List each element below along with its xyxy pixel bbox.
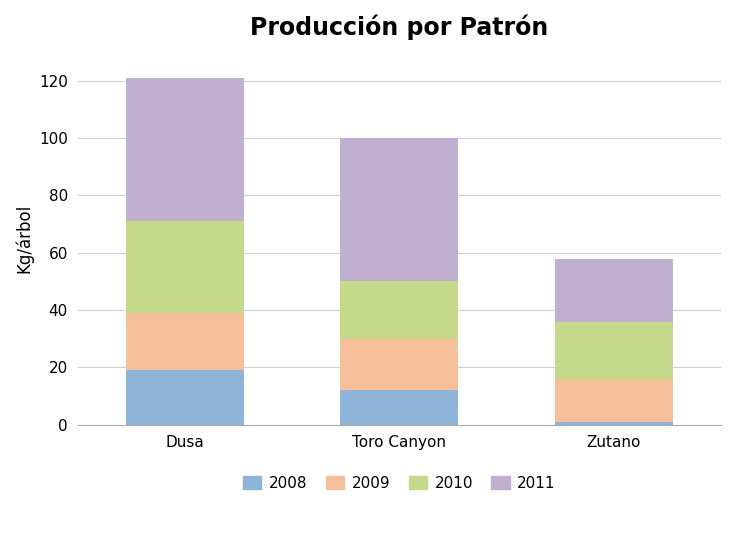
Bar	[340, 282, 459, 339]
Bar	[126, 78, 244, 221]
Legend: 2008, 2009, 2010, 2011: 2008, 2009, 2010, 2011	[237, 470, 562, 497]
Title: Producción por Patrón: Producción por Patrón	[250, 15, 548, 41]
Bar	[340, 390, 459, 425]
Bar	[126, 313, 244, 370]
Bar	[340, 339, 459, 390]
Bar	[555, 322, 673, 379]
Bar	[555, 422, 673, 425]
Bar	[126, 370, 244, 425]
Bar	[555, 258, 673, 322]
Bar	[126, 221, 244, 313]
Y-axis label: Kg/árbol: Kg/árbol	[15, 204, 34, 273]
Bar	[555, 379, 673, 422]
Bar	[340, 138, 459, 282]
